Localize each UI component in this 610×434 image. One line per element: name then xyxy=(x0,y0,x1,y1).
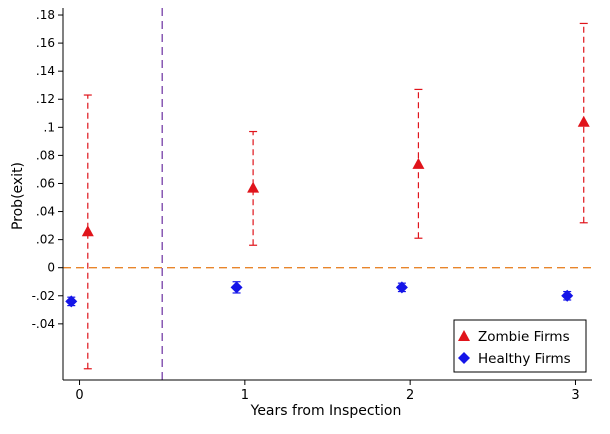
healthy-firms-point xyxy=(65,295,78,308)
legend-healthy-marker xyxy=(458,352,470,364)
legend-zombie-label: Zombie Firms xyxy=(478,329,570,345)
x-tick-label: 0 xyxy=(75,388,83,403)
y-tick-label: .04 xyxy=(36,205,55,219)
y-tick-label: 0 xyxy=(47,261,55,275)
legend-zombie-marker xyxy=(458,330,470,341)
y-tick-label: -.04 xyxy=(32,317,55,331)
zombie-firms-point xyxy=(81,225,94,237)
y-tick-label: -.02 xyxy=(32,289,55,303)
zombie-firms-point xyxy=(412,157,425,169)
x-tick-label: 3 xyxy=(571,388,579,403)
reference-lines xyxy=(63,8,592,380)
y-tick-label: .16 xyxy=(36,36,55,50)
healthy-firms-point xyxy=(561,289,574,302)
x-axis-title: Years from Inspection xyxy=(250,403,402,419)
y-tick-label: .12 xyxy=(36,92,55,106)
healthy-firms-point xyxy=(230,281,243,294)
zombie-firms-point xyxy=(247,181,260,193)
healthy-firms-point xyxy=(395,281,408,294)
y-tick-label: .18 xyxy=(36,8,55,22)
legend-healthy-label: Healthy Firms xyxy=(478,351,571,367)
y-tick-label: .02 xyxy=(36,233,55,247)
data-marks xyxy=(65,22,590,370)
x-tick-label: 1 xyxy=(241,388,249,403)
axes: .18 .16 .14 .12 .1 .08 .06 .04 .02 0 -.02 -.04 0 1 2 3 xyxy=(32,8,592,403)
legend-box xyxy=(453,319,587,373)
y-axis-title: Prob(exit) xyxy=(10,162,26,230)
legend: Zombie Firms Healthy Firms xyxy=(453,319,587,373)
y-tick-label: .1 xyxy=(44,120,55,134)
y-tick-label: .14 xyxy=(36,64,55,78)
y-tick-label: .08 xyxy=(36,148,55,162)
y-tick-label: .06 xyxy=(36,176,55,190)
x-tick-label: 2 xyxy=(406,388,414,403)
zombie-firms-point xyxy=(577,115,590,127)
